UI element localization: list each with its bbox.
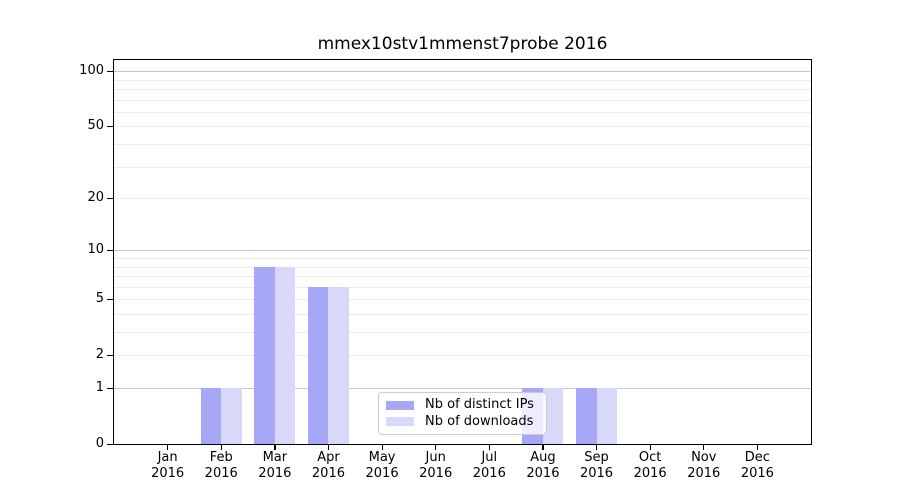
x-tick-label-feb: Feb 2016 — [204, 450, 238, 481]
gridline-minor-3 — [114, 332, 811, 333]
bar-downloads-apr — [328, 286, 349, 444]
x-tick-label-dec: Dec 2016 — [740, 450, 774, 481]
x-tick-mark-aug — [542, 444, 544, 450]
y-tick-mark-20 — [107, 197, 113, 199]
legend-swatch-distinct-ips — [386, 400, 414, 410]
x-tick-label-oct: Oct 2016 — [633, 450, 667, 481]
x-tick-mark-jun — [435, 444, 437, 450]
bar-downloads-feb — [221, 388, 242, 444]
bar-downloads-sep — [596, 388, 618, 444]
gridline-minor-9 — [114, 257, 811, 259]
bar-distinct-ips-sep — [576, 388, 597, 444]
x-tick-mark-feb — [220, 444, 222, 450]
x-tick-mark-jan — [167, 444, 169, 450]
x-tick-label-mar: Mar 2016 — [258, 450, 292, 481]
y-tick-mark-0 — [107, 443, 113, 445]
x-tick-mark-apr — [327, 444, 330, 450]
y-tick-mark-5 — [107, 298, 113, 300]
gridline-minor-6 — [114, 286, 811, 288]
legend-label-distinct-ips: Nb of distinct IPs — [425, 397, 534, 413]
y-tick-label-100: 100 — [79, 63, 104, 79]
legend-item-downloads: Nb of downloads — [386, 414, 538, 430]
gridline-minor-2 — [114, 355, 811, 357]
x-tick-label-jun: Jun 2016 — [419, 450, 453, 481]
gridline-minor-30 — [114, 166, 811, 168]
gridline-minor-80 — [114, 89, 811, 90]
y-tick-mark-100 — [107, 70, 113, 72]
chart-title: mmex10stv1mmenst7probe 2016 — [317, 34, 608, 54]
legend-swatch-downloads — [386, 417, 414, 427]
legend-item-distinct-ips: Nb of distinct IPs — [386, 397, 538, 413]
bar-distinct-ips-mar — [254, 266, 275, 444]
gridline-major-10 — [114, 250, 811, 252]
x-tick-label-jan: Jan 2016 — [151, 450, 185, 481]
gridline-minor-4 — [114, 313, 811, 315]
gridline-minor-20 — [114, 198, 811, 200]
y-tick-mark-10 — [107, 249, 113, 251]
bar-downloads-mar — [274, 266, 296, 444]
legend-label-downloads: Nb of downloads — [425, 413, 534, 429]
gridline-major-1 — [114, 388, 811, 389]
y-tick-label-5: 5 — [95, 291, 104, 307]
y-tick-label-20: 20 — [87, 190, 104, 206]
gridline-minor-50 — [114, 126, 811, 128]
y-tick-mark-2 — [107, 354, 113, 356]
x-tick-label-aug: Aug 2016 — [526, 450, 560, 481]
y-tick-mark-1 — [107, 387, 113, 389]
x-tick-mark-dec — [756, 444, 759, 450]
y-tick-label-50: 50 — [87, 118, 104, 134]
plot-area — [113, 59, 812, 445]
y-tick-label-0: 0 — [95, 436, 104, 451]
x-tick-mark-sep — [596, 444, 598, 450]
bar-downloads-aug — [542, 388, 564, 444]
y-tick-label-2: 2 — [95, 347, 104, 363]
x-tick-label-nov: Nov 2016 — [687, 450, 721, 481]
x-tick-label-apr: Apr 2016 — [311, 450, 345, 481]
gridline-minor-8 — [114, 266, 811, 268]
y-tick-label-10: 10 — [87, 242, 104, 258]
gridline-minor-5 — [114, 299, 811, 301]
x-tick-mark-oct — [649, 444, 651, 450]
x-tick-label-sep: Sep 2016 — [579, 450, 614, 481]
x-tick-label-may: May 2016 — [365, 450, 399, 481]
x-tick-label-jul: Jul 2016 — [472, 450, 506, 481]
gridline-minor-90 — [114, 79, 811, 81]
x-tick-mark-mar — [274, 444, 276, 450]
bar-distinct-ips-feb — [200, 388, 222, 444]
gridline-minor-60 — [114, 111, 811, 113]
x-tick-mark-may — [381, 444, 383, 450]
x-tick-mark-jul — [488, 444, 490, 450]
y-tick-mark-50 — [107, 125, 113, 128]
gridline-major-100 — [114, 71, 811, 73]
gridline-minor-40 — [114, 144, 811, 145]
bar-distinct-ips-apr — [307, 286, 329, 444]
x-tick-mark-nov — [703, 444, 705, 450]
gridline-minor-70 — [114, 99, 811, 101]
gridline-minor-7 — [114, 276, 811, 278]
y-tick-label-1: 1 — [95, 380, 104, 395]
legend: Nb of distinct IPs Nb of downloads — [378, 392, 547, 435]
